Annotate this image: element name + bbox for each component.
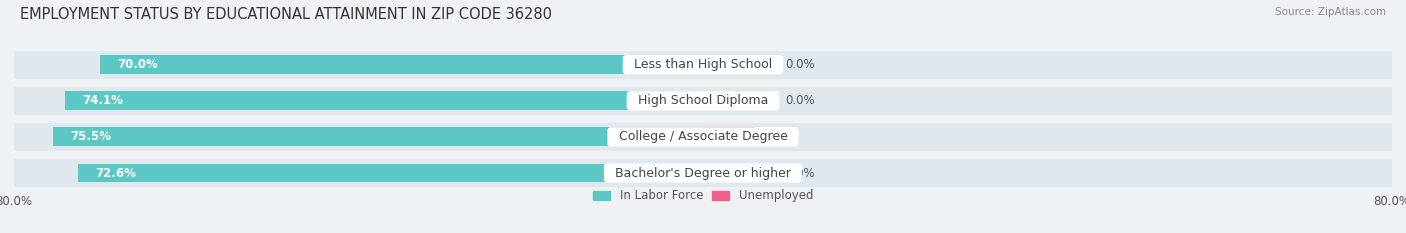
Text: College / Associate Degree: College / Associate Degree [610, 130, 796, 143]
Bar [77, 164, 703, 182]
Text: Less than High School: Less than High School [626, 58, 780, 71]
Bar [65, 91, 703, 110]
Bar [14, 87, 1392, 115]
Text: 6.0%: 6.0% [768, 130, 797, 143]
Legend: In Labor Force, Unemployed: In Labor Force, Unemployed [593, 189, 813, 202]
Bar [14, 51, 1392, 79]
Text: High School Diploma: High School Diploma [630, 94, 776, 107]
Text: 0.0%: 0.0% [785, 167, 814, 179]
Bar [100, 55, 703, 74]
Text: 72.6%: 72.6% [96, 167, 136, 179]
Text: 0.0%: 0.0% [785, 94, 814, 107]
Bar [703, 55, 772, 74]
Text: 0.0%: 0.0% [785, 58, 814, 71]
Bar [703, 91, 772, 110]
Bar [703, 164, 772, 182]
Bar [14, 123, 1392, 151]
Text: EMPLOYMENT STATUS BY EDUCATIONAL ATTAINMENT IN ZIP CODE 36280: EMPLOYMENT STATUS BY EDUCATIONAL ATTAINM… [20, 7, 551, 22]
Text: Source: ZipAtlas.com: Source: ZipAtlas.com [1275, 7, 1386, 17]
Text: 74.1%: 74.1% [82, 94, 122, 107]
Bar [53, 127, 703, 146]
Bar [703, 127, 755, 146]
Text: Bachelor's Degree or higher: Bachelor's Degree or higher [607, 167, 799, 179]
Text: 70.0%: 70.0% [117, 58, 157, 71]
Bar [14, 159, 1392, 187]
Text: 75.5%: 75.5% [70, 130, 111, 143]
